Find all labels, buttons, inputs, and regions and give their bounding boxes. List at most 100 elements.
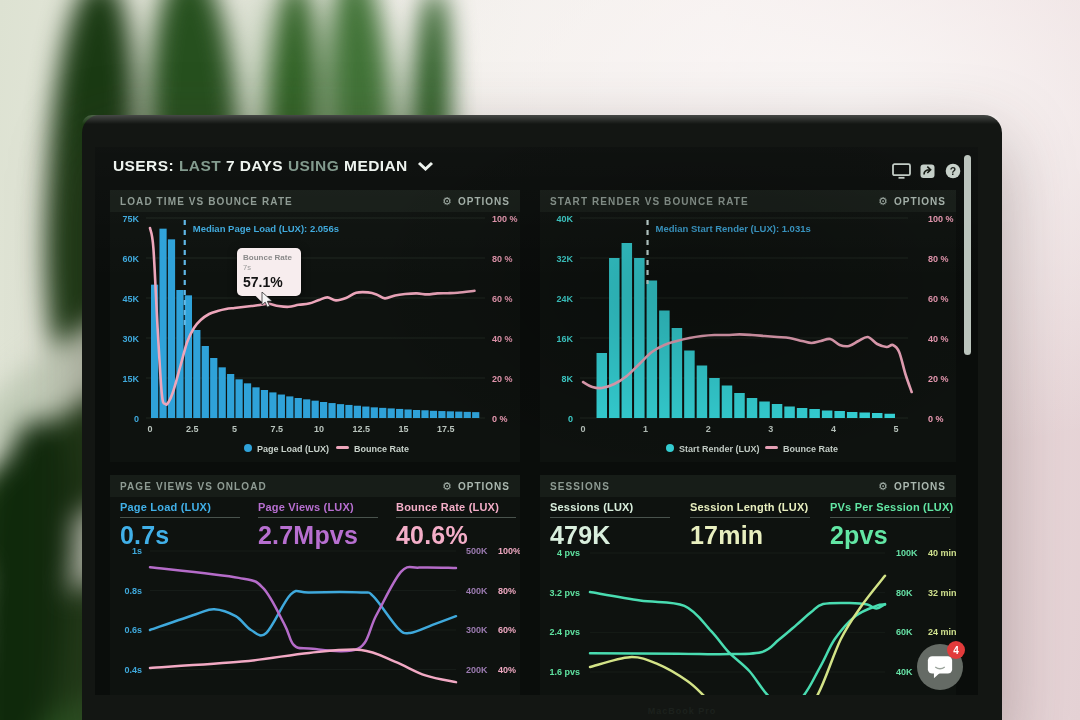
svg-text:2.5: 2.5 bbox=[186, 424, 199, 434]
svg-text:45K: 45K bbox=[122, 294, 139, 304]
stat-session-length: Session Length (LUX) 17min bbox=[690, 501, 810, 550]
pageviews-chart: 1s500K100%0.8s400K80%0.6s300K60%0.4s200K… bbox=[110, 545, 520, 695]
gear-icon: ⚙ bbox=[878, 481, 889, 492]
svg-text:0: 0 bbox=[568, 414, 573, 424]
svg-text:1s: 1s bbox=[132, 546, 142, 556]
svg-text:2: 2 bbox=[706, 424, 711, 434]
stats-row: Sessions (LUX) 479K Session Length (LUX)… bbox=[540, 497, 956, 545]
svg-text:400K: 400K bbox=[466, 586, 488, 596]
svg-text:32K: 32K bbox=[556, 254, 573, 264]
chevron-down-icon bbox=[417, 161, 434, 171]
monitor-icon[interactable] bbox=[892, 163, 911, 179]
svg-text:40%: 40% bbox=[498, 665, 516, 675]
svg-text:40 min: 40 min bbox=[928, 548, 956, 558]
svg-text:40K: 40K bbox=[556, 214, 573, 224]
options-button[interactable]: ⚙OPTIONS bbox=[442, 196, 510, 207]
chat-bubble-icon bbox=[927, 655, 953, 679]
panel-title: SESSIONS bbox=[550, 481, 610, 492]
load-time-chart: 75K 60K 45K 30K 15K 0 100 % 80 % 60 % 40 % 20 % 0 %… bbox=[110, 212, 520, 462]
unread-badge: 4 bbox=[947, 641, 965, 659]
svg-text:3.2 pvs: 3.2 pvs bbox=[549, 588, 580, 598]
share-icon[interactable] bbox=[920, 163, 936, 179]
gear-icon: ⚙ bbox=[442, 481, 453, 492]
stat-page-load: Page Load (LUX) 0.7s bbox=[120, 501, 240, 550]
laptop: USERS: LAST 7 DAYS USING MEDIAN ? LOAD T… bbox=[82, 115, 1002, 720]
svg-text:100K: 100K bbox=[896, 548, 918, 558]
svg-text:15K: 15K bbox=[122, 374, 139, 384]
svg-text:4: 4 bbox=[831, 424, 836, 434]
svg-text:32 min: 32 min bbox=[928, 588, 956, 598]
title-users: USERS: bbox=[113, 157, 174, 175]
svg-text:40K: 40K bbox=[896, 667, 913, 677]
svg-text:80 %: 80 % bbox=[492, 254, 513, 264]
svg-text:Bounce Rate: Bounce Rate bbox=[783, 444, 838, 454]
svg-text:20 %: 20 % bbox=[492, 374, 513, 384]
panel-load-time-vs-bounce: LOAD TIME VS BOUNCE RATE ⚙OPTIONS 75K 60K… bbox=[110, 190, 520, 462]
stat-bounce-rate: Bounce Rate (LUX) 40.6% bbox=[396, 501, 516, 550]
svg-text:Page Load (LUX): Page Load (LUX) bbox=[257, 444, 329, 454]
svg-text:30K: 30K bbox=[122, 334, 139, 344]
svg-text:20 %: 20 % bbox=[928, 374, 949, 384]
svg-text:Median Start Render (LUX): 1.0: Median Start Render (LUX): 1.031s bbox=[656, 223, 811, 234]
stat-page-views: Page Views (LUX) 2.7Mpvs bbox=[258, 501, 378, 550]
svg-text:8K: 8K bbox=[561, 374, 573, 384]
panel-page-views-vs-onload: PAGE VIEWS VS ONLOAD ⚙OPTIONS Page Load … bbox=[110, 475, 520, 695]
svg-text:5: 5 bbox=[232, 424, 237, 434]
svg-text:60 %: 60 % bbox=[928, 294, 949, 304]
svg-text:80K: 80K bbox=[896, 588, 913, 598]
svg-text:3: 3 bbox=[768, 424, 773, 434]
svg-text:Median Page Load (LUX): 2.056s: Median Page Load (LUX): 2.056s bbox=[193, 223, 339, 234]
svg-text:0: 0 bbox=[147, 424, 152, 434]
svg-text:80%: 80% bbox=[498, 586, 516, 596]
options-button[interactable]: ⚙OPTIONS bbox=[442, 481, 510, 492]
svg-text:0.6s: 0.6s bbox=[124, 625, 142, 635]
app-header: USERS: LAST 7 DAYS USING MEDIAN ? bbox=[95, 147, 978, 190]
svg-text:Bounce Rate: Bounce Rate bbox=[354, 444, 409, 454]
users-filter-dropdown[interactable]: USERS: LAST 7 DAYS USING MEDIAN bbox=[113, 157, 434, 175]
svg-text:100 %: 100 % bbox=[492, 214, 518, 224]
photo-scene: USERS: LAST 7 DAYS USING MEDIAN ? LOAD T… bbox=[0, 0, 1080, 720]
svg-text:60K: 60K bbox=[122, 254, 139, 264]
options-button[interactable]: ⚙OPTIONS bbox=[878, 481, 946, 492]
svg-text:4 pvs: 4 pvs bbox=[557, 548, 580, 558]
svg-text:60%: 60% bbox=[498, 625, 516, 635]
svg-text:0 %: 0 % bbox=[928, 414, 944, 424]
laptop-brand-text: MacBook Pro bbox=[648, 706, 717, 716]
svg-text:75K: 75K bbox=[122, 214, 139, 224]
svg-text:0 %: 0 % bbox=[492, 414, 508, 424]
stat-sessions: Sessions (LUX) 479K bbox=[550, 501, 670, 550]
svg-text:100 %: 100 % bbox=[928, 214, 954, 224]
svg-text:1: 1 bbox=[643, 424, 648, 434]
title-last: LAST bbox=[179, 157, 221, 175]
title-days: 7 DAYS bbox=[226, 157, 283, 175]
chat-widget-button[interactable]: 4 bbox=[917, 644, 963, 690]
dashboard-screen: USERS: LAST 7 DAYS USING MEDIAN ? LOAD T… bbox=[95, 147, 978, 695]
panel-title: LOAD TIME VS BOUNCE RATE bbox=[120, 196, 293, 207]
help-icon[interactable]: ? bbox=[945, 163, 961, 179]
svg-text:15: 15 bbox=[398, 424, 408, 434]
svg-text:?: ? bbox=[950, 165, 956, 177]
start-render-chart: 40K32K24K16K8K0100 %80 %60 %40 %20 %0 %0… bbox=[540, 212, 956, 462]
svg-text:Start Render (LUX): Start Render (LUX) bbox=[679, 444, 760, 454]
panel-sessions: SESSIONS ⚙OPTIONS Sessions (LUX) 479K Se… bbox=[540, 475, 956, 695]
svg-text:12.5: 12.5 bbox=[352, 424, 370, 434]
svg-text:60 %: 60 % bbox=[492, 294, 513, 304]
panel-title: PAGE VIEWS VS ONLOAD bbox=[120, 481, 267, 492]
options-button[interactable]: ⚙OPTIONS bbox=[878, 196, 946, 207]
svg-text:1.6 pvs: 1.6 pvs bbox=[549, 667, 580, 677]
gear-icon: ⚙ bbox=[878, 196, 889, 207]
title-median: MEDIAN bbox=[344, 157, 408, 175]
svg-text:100%: 100% bbox=[498, 546, 520, 556]
svg-text:0.8s: 0.8s bbox=[124, 586, 142, 596]
svg-text:500K: 500K bbox=[466, 546, 488, 556]
svg-text:24K: 24K bbox=[556, 294, 573, 304]
svg-text:0: 0 bbox=[134, 414, 139, 424]
panel-header: START RENDER VS BOUNCE RATE ⚙OPTIONS bbox=[540, 190, 956, 212]
svg-text:16K: 16K bbox=[556, 334, 573, 344]
stats-row: Page Load (LUX) 0.7s Page Views (LUX) 2.… bbox=[110, 497, 520, 545]
svg-text:40 %: 40 % bbox=[492, 334, 513, 344]
svg-text:17.5: 17.5 bbox=[437, 424, 455, 434]
scrollbar-thumb[interactable] bbox=[964, 155, 971, 355]
svg-text:2.4 pvs: 2.4 pvs bbox=[549, 627, 580, 637]
panel-title: START RENDER VS BOUNCE RATE bbox=[550, 196, 749, 207]
